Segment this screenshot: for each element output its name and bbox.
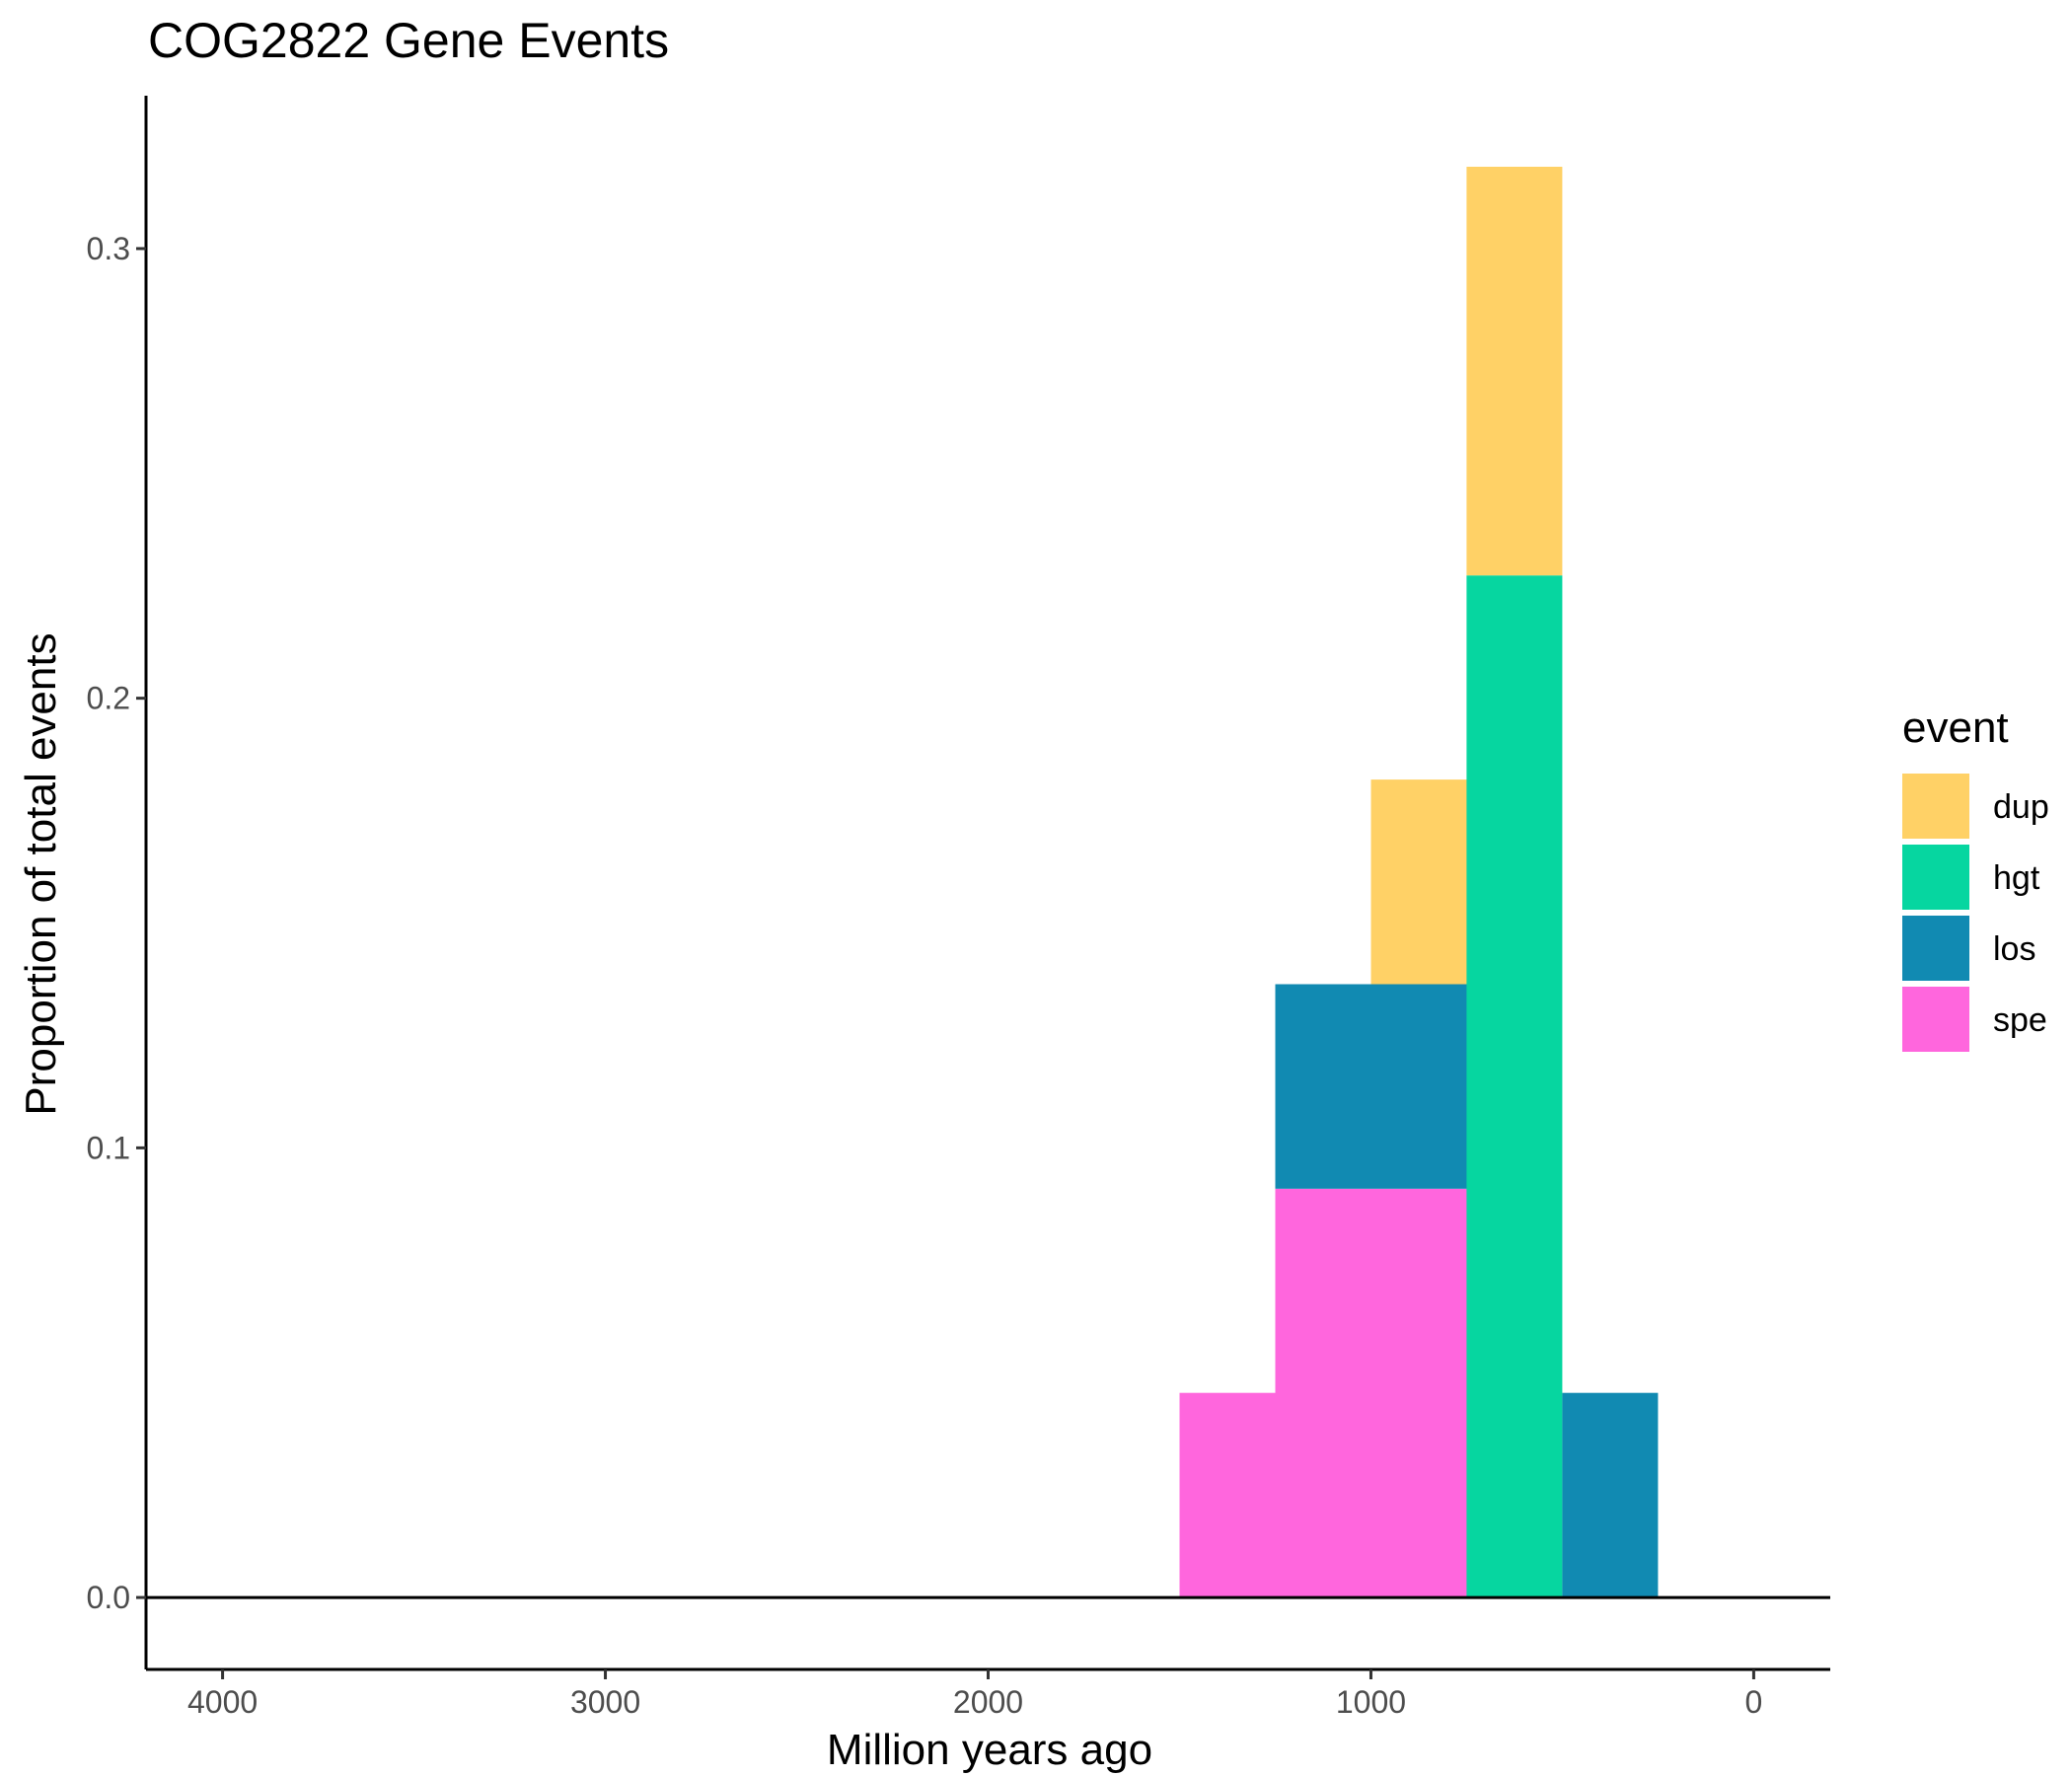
- bar-hgt-500-750: [1466, 575, 1563, 1598]
- legend-label-hgt: hgt: [1993, 859, 2040, 897]
- x-axis-title: Million years ago: [827, 1726, 1152, 1774]
- bar-dup-500-750: [1466, 167, 1563, 576]
- x-tick-label: 0: [1745, 1684, 1763, 1720]
- legend: event dup hgt los spe: [1902, 703, 2049, 1052]
- legend-key-dup: [1902, 774, 1969, 839]
- bar-los-1000-1250: [1275, 984, 1371, 1189]
- bars-layer: [1179, 167, 1659, 1598]
- bar-los-750-1000: [1370, 984, 1467, 1189]
- x-tick-label: 1000: [1336, 1684, 1406, 1720]
- x-tick-label: 2000: [953, 1684, 1023, 1720]
- legend-label-dup: dup: [1993, 788, 2049, 826]
- x-ticks: 4000 3000 2000 1000 0: [187, 1669, 1762, 1720]
- y-axis-title: Proportion of total events: [17, 632, 65, 1115]
- x-tick-label: 3000: [570, 1684, 640, 1720]
- legend-label-los: los: [1993, 930, 2035, 968]
- y-tick-label: 0.0: [87, 1580, 130, 1615]
- y-tick-label: 0.2: [87, 681, 130, 716]
- legend-label-spe: spe: [1993, 1001, 2047, 1039]
- bar-spe-1000-1250: [1275, 1188, 1371, 1597]
- bar-dup-750-1000: [1370, 779, 1467, 985]
- bar-spe-1250-1500: [1179, 1392, 1276, 1598]
- y-tick-label: 0.1: [87, 1130, 130, 1165]
- y-tick-label: 0.3: [87, 231, 130, 266]
- y-ticks: 0.0 0.1 0.2 0.3: [87, 231, 146, 1615]
- chart-title: COG2822 Gene Events: [148, 13, 669, 68]
- x-tick-label: 4000: [187, 1684, 258, 1720]
- bar-spe-750-1000: [1370, 1188, 1467, 1597]
- legend-key-hgt: [1902, 845, 1969, 910]
- legend-key-spe: [1902, 987, 1969, 1052]
- legend-key-los: [1902, 916, 1969, 981]
- legend-title: event: [1902, 703, 2009, 752]
- bar-los-250-500: [1562, 1392, 1659, 1598]
